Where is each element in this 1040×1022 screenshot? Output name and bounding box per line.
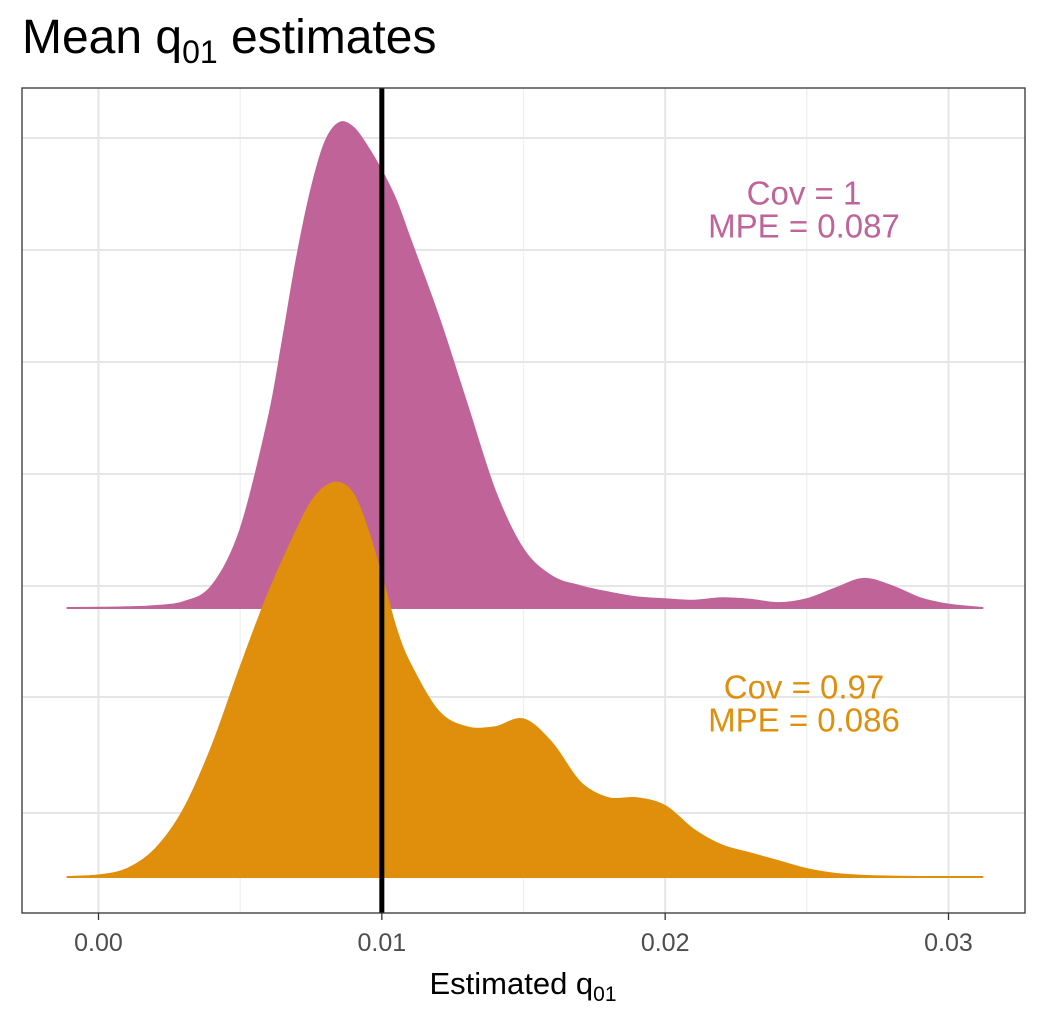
x-axis: 0.00 0.01 0.02 0.03 [74, 913, 973, 957]
series-annotation-0-line-0: Cov = 1 [747, 175, 862, 212]
density-ridge-1 [66, 481, 984, 879]
panel-border [21, 87, 1026, 914]
x-axis-title: Estimated q01 [429, 966, 616, 1006]
grid-lines [22, 88, 1025, 913]
series-annotation-1-line-0: Cov = 0.97 [724, 669, 885, 706]
chart-title-main: Mean q [22, 11, 182, 64]
x-axis-title-main: Estimated q [429, 966, 593, 1001]
chart-title-rest: estimates [218, 11, 437, 64]
x-tick-label-1: 0.01 [357, 929, 406, 957]
density-series [66, 121, 984, 879]
x-tick-label-0: 0.00 [74, 929, 123, 957]
x-axis-title-subscript: 01 [593, 983, 616, 1006]
chart-title: Mean q01 estimates [22, 11, 436, 70]
chart-title-subscript: 01 [182, 34, 218, 70]
x-tick-label-2: 0.02 [641, 929, 690, 957]
series-annotation-0-line-1: MPE = 0.087 [708, 208, 900, 245]
x-tick-label-3: 0.03 [924, 929, 973, 957]
density-ridge-0 [66, 121, 984, 609]
series-annotation-1-line-1: MPE = 0.086 [708, 702, 900, 739]
